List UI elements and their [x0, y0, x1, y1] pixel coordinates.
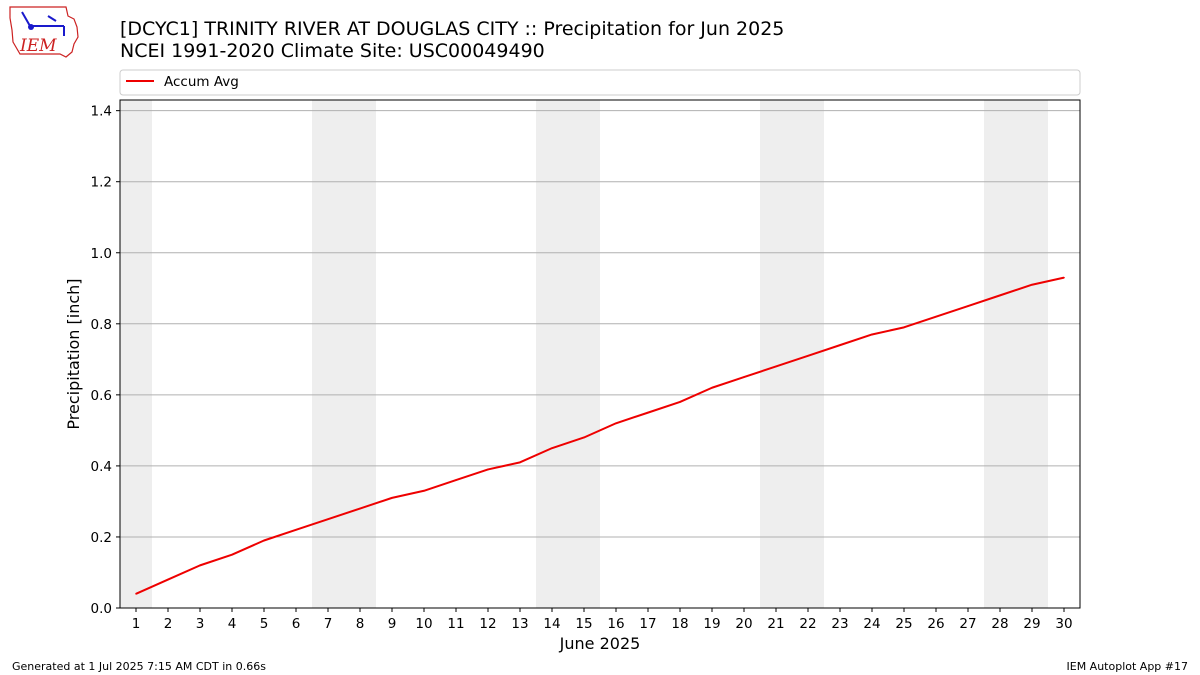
data-point-day-17 — [647, 411, 649, 414]
data-point-day-1 — [135, 592, 137, 595]
data-point-day-10 — [423, 489, 425, 492]
data-point-day-12 — [487, 468, 489, 471]
weekend-bands — [120, 100, 1048, 608]
data-point-day-24 — [871, 333, 873, 336]
data-point-day-22 — [807, 354, 809, 357]
x-tick-label: 12 — [479, 616, 496, 632]
series-line-accum-avg — [135, 276, 1065, 595]
data-point-day-4 — [231, 553, 233, 556]
data-point-day-5 — [263, 539, 265, 542]
x-tick-label: 28 — [991, 616, 1008, 632]
weekend-band-1 — [120, 100, 152, 608]
data-point-day-2 — [167, 578, 169, 581]
data-point-day-16 — [615, 422, 617, 425]
x-axis: 1 2 3 4 5 6 7 8 9 10 11 12 13 14 15 16 17 18 19 20 21 22 23 24 2… — [132, 608, 1073, 632]
y-axis-label: Precipitation [inch] — [64, 278, 83, 429]
logo-wind-vane-icon — [21, 11, 65, 36]
y-tick-label: 1.4 — [91, 104, 112, 120]
x-tick-label: 4 — [228, 616, 237, 632]
weekend-band-5 — [984, 100, 1048, 608]
data-point-day-29 — [1031, 283, 1033, 286]
data-point-day-18 — [679, 401, 681, 403]
y-tick-label: 0.2 — [91, 530, 112, 546]
x-axis-label: June 2025 — [559, 634, 641, 653]
chart-title-line1: [DCYC1] TRINITY RIVER AT DOUGLAS CITY ::… — [120, 18, 784, 40]
x-tick-label: 23 — [831, 616, 848, 632]
x-tick-label: 5 — [260, 616, 269, 632]
data-point-day-23 — [839, 344, 841, 346]
x-tick-label: 18 — [671, 616, 688, 632]
x-tick-label: 24 — [863, 616, 880, 632]
y-tick-label: 0.8 — [91, 317, 112, 333]
data-point-day-25 — [903, 326, 905, 329]
data-point-day-15 — [583, 436, 585, 439]
x-tick-label: 7 — [324, 616, 333, 632]
x-tick-label: 25 — [895, 616, 912, 632]
x-tick-label: 9 — [388, 616, 397, 632]
weekend-band-3 — [536, 100, 600, 608]
iem-logo: IEM — [9, 6, 79, 58]
x-tick-label: 13 — [511, 616, 528, 632]
x-tick-label: 15 — [575, 616, 592, 632]
x-tick-label: 2 — [164, 616, 173, 632]
logo-dot-icon — [28, 24, 34, 30]
x-tick-label: 3 — [196, 616, 205, 632]
x-tick-label: 11 — [447, 616, 464, 632]
data-point-day-6 — [295, 529, 297, 531]
logo-text: IEM — [19, 36, 57, 56]
legend: Accum Avg — [119, 69, 1081, 96]
data-point-day-9 — [391, 497, 393, 499]
y-tick-label: 0.0 — [91, 601, 112, 617]
x-tick-label: 14 — [543, 616, 560, 632]
y-tick-label: 0.6 — [91, 388, 112, 404]
weekend-band-2 — [312, 100, 376, 608]
x-tick-label: 10 — [415, 616, 432, 632]
data-point-day-28 — [999, 294, 1001, 297]
x-tick-label: 29 — [1023, 616, 1040, 632]
data-point-day-3 — [199, 564, 201, 567]
data-point-day-11 — [455, 479, 457, 481]
footer-app: IEM Autoplot App #17 — [1067, 660, 1189, 673]
x-tick-label: 26 — [927, 616, 944, 632]
data-point-day-26 — [935, 315, 937, 318]
x-tick-label: 8 — [356, 616, 365, 632]
legend-box — [119, 69, 1081, 96]
y-axis: 0.0 0.2 0.4 0.6 0.8 1.0 1.2 1.4 — [91, 104, 120, 617]
plot-frame — [119, 99, 1081, 609]
y-tick-label: 1.2 — [91, 175, 112, 191]
data-point-day-7 — [327, 518, 329, 520]
y-tick-label: 0.4 — [91, 459, 112, 475]
series-lines — [135, 276, 1065, 595]
x-tick-label: 6 — [292, 616, 301, 632]
x-tick-label: 22 — [799, 616, 816, 632]
x-tick-label: 16 — [607, 616, 624, 632]
chart-title-line2: NCEI 1991-2020 Climate Site: USC00049490 — [120, 40, 545, 62]
x-tick-label: 21 — [767, 616, 784, 632]
legend-label-accum-avg: Accum Avg — [164, 74, 239, 90]
data-point-day-20 — [743, 376, 745, 378]
y-tick-label: 1.0 — [91, 246, 112, 262]
x-tick-label: 20 — [735, 616, 752, 632]
x-tick-label: 1 — [132, 616, 141, 632]
x-tick-label: 30 — [1055, 616, 1072, 632]
data-point-day-27 — [967, 305, 969, 307]
data-point-day-14 — [551, 447, 553, 449]
data-point-day-30 — [1063, 276, 1065, 279]
data-point-day-13 — [519, 461, 521, 464]
x-tick-label: 19 — [703, 616, 720, 632]
data-point-day-8 — [359, 507, 361, 510]
data-point-day-19 — [711, 386, 713, 389]
footer-generated: Generated at 1 Jul 2025 7:15 AM CDT in 0… — [12, 660, 266, 673]
x-tick-label: 27 — [959, 616, 976, 632]
x-tick-label: 17 — [639, 616, 656, 632]
data-point-day-21 — [775, 365, 777, 368]
